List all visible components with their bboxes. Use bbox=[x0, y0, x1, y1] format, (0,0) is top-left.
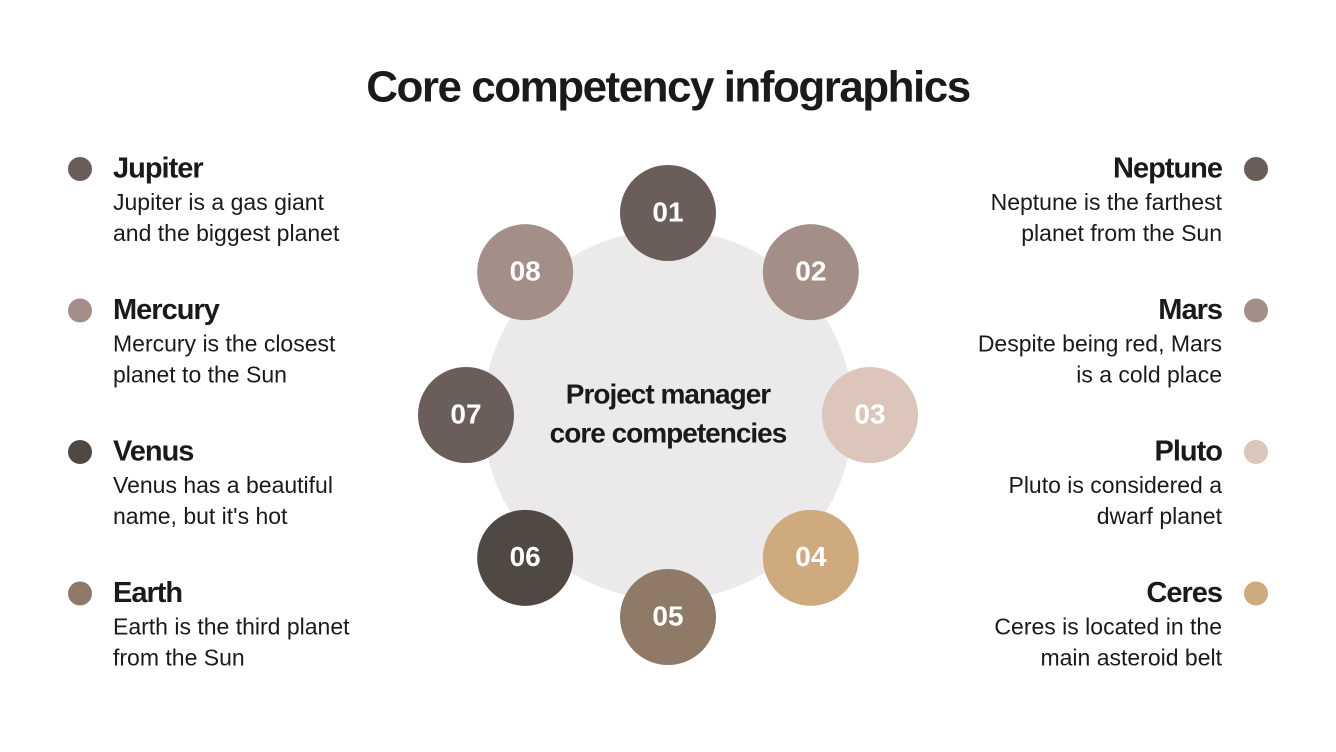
bullet-dot bbox=[68, 440, 92, 464]
item-description: Jupiter is a gas giant bbox=[113, 189, 325, 215]
node-circle bbox=[477, 224, 574, 321]
node-label: 04 bbox=[795, 541, 827, 572]
center-text: core competencies bbox=[550, 417, 787, 448]
item-title: Venus bbox=[113, 436, 193, 468]
item-description: Ceres is located in the bbox=[994, 614, 1222, 640]
node-circle bbox=[477, 509, 574, 606]
item-description: Despite being red, Mars bbox=[978, 331, 1222, 357]
title: Core competency infographics bbox=[366, 63, 970, 112]
bullet-dot bbox=[68, 157, 92, 181]
bullet-dot bbox=[1244, 440, 1268, 464]
item-title: Mars bbox=[1158, 294, 1222, 326]
item-description: Pluto is considered a bbox=[1008, 472, 1222, 498]
center-circle bbox=[483, 230, 853, 600]
node-label: 02 bbox=[795, 256, 826, 287]
item-title: Neptune bbox=[1113, 153, 1223, 185]
node-label: 08 bbox=[510, 256, 541, 287]
item-title: Mercury bbox=[113, 294, 220, 326]
bullet-dot bbox=[1244, 581, 1268, 606]
item-description: dwarf planet bbox=[1097, 503, 1223, 529]
node-label: 07 bbox=[450, 398, 481, 429]
node-label: 06 bbox=[510, 541, 541, 572]
item-description: Venus has a beautiful bbox=[113, 472, 333, 498]
item-description: is a cold place bbox=[1076, 362, 1222, 388]
node-circle bbox=[418, 367, 514, 463]
node-label: 03 bbox=[854, 398, 885, 429]
item-description: Neptune is the farthest bbox=[991, 189, 1223, 215]
item-description: from the Sun bbox=[113, 645, 245, 671]
node-circle bbox=[620, 165, 716, 261]
bullet-dot bbox=[68, 298, 92, 323]
node-circle bbox=[762, 224, 859, 321]
bullet-dot bbox=[1244, 298, 1268, 323]
node-circle bbox=[822, 367, 918, 463]
bullet-dot bbox=[1244, 157, 1268, 181]
bullet-dot bbox=[68, 581, 92, 606]
item-description: planet to the Sun bbox=[113, 362, 287, 388]
item-description: main asteroid belt bbox=[1040, 645, 1222, 671]
node-label: 01 bbox=[652, 196, 683, 227]
item-title: Jupiter bbox=[113, 153, 203, 185]
center-text: Project manager bbox=[566, 378, 772, 409]
node-circle bbox=[762, 509, 859, 606]
item-title: Pluto bbox=[1155, 436, 1223, 468]
item-title: Ceres bbox=[1146, 577, 1222, 609]
node-circle bbox=[620, 569, 716, 665]
item-description: Mercury is the closest bbox=[113, 331, 336, 357]
item-description: planet from the Sun bbox=[1021, 220, 1222, 246]
item-description: Earth is the third planet bbox=[113, 614, 350, 640]
item-description: name, but it's hot bbox=[113, 503, 288, 529]
item-description: and the biggest planet bbox=[113, 220, 340, 246]
node-label: 05 bbox=[652, 600, 683, 631]
item-title: Earth bbox=[113, 577, 182, 609]
